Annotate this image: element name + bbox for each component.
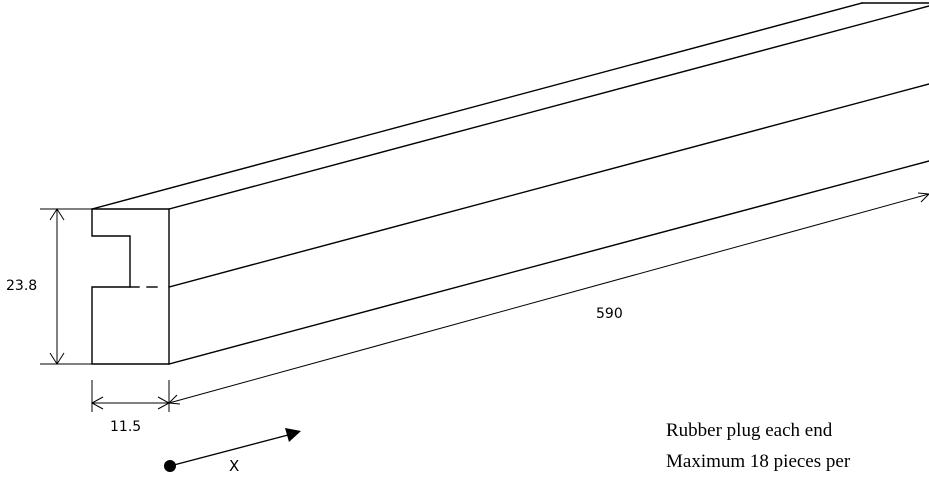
bottom-front-edge bbox=[168, 160, 929, 365]
top-back-edge bbox=[91, 2, 863, 210]
top-front-edge bbox=[168, 5, 929, 210]
note-rubber-plug: Rubber plug each end bbox=[666, 420, 833, 441]
x-axis-arrowhead bbox=[285, 428, 301, 442]
x-axis-label: X bbox=[229, 457, 239, 475]
width-dimension-label: 11.5 bbox=[110, 419, 141, 435]
end-face-profile bbox=[91, 208, 170, 365]
width-dimension bbox=[90, 380, 171, 412]
height-dimension bbox=[40, 208, 92, 365]
slot-edge bbox=[168, 83, 929, 288]
length-dimension bbox=[167, 192, 929, 405]
x-axis-arrow-shaft bbox=[169, 434, 289, 467]
note-max-pieces: Maximum 18 pieces per bbox=[666, 451, 851, 472]
length-dimension-label: 590 bbox=[596, 306, 623, 322]
height-dimension-label: 23.8 bbox=[6, 278, 37, 294]
